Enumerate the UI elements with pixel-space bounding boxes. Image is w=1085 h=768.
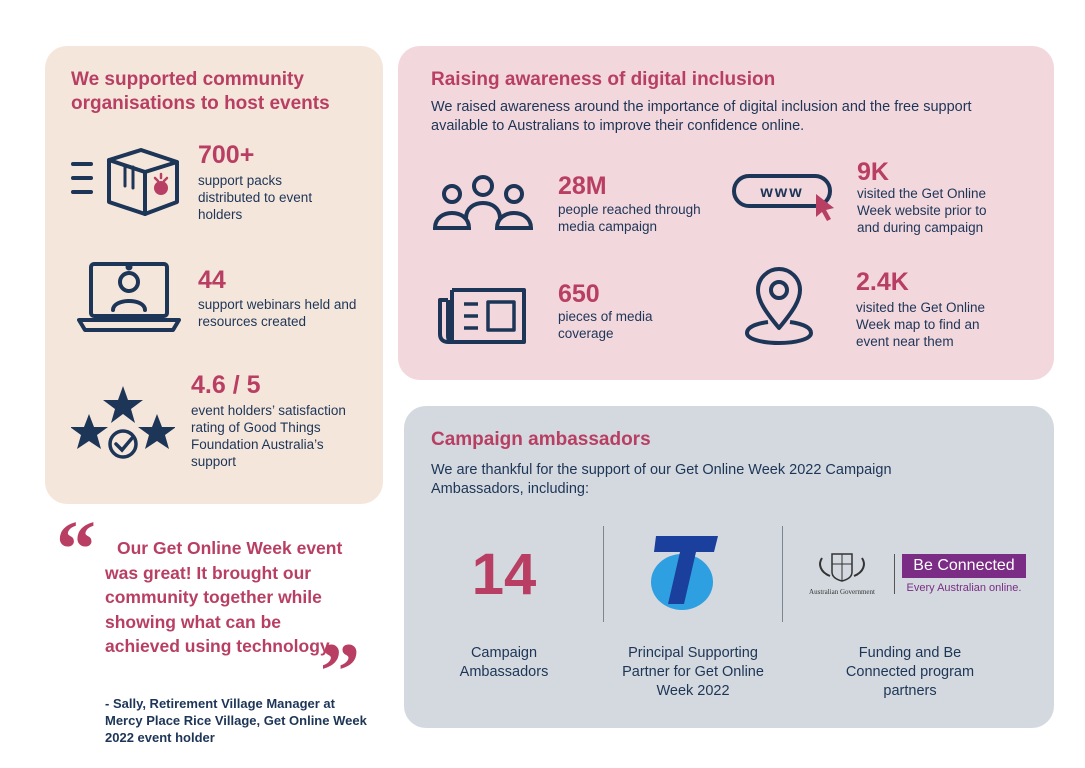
www-cursor-icon: www — [732, 174, 838, 222]
open-quote-icon: “ — [56, 506, 96, 594]
ambassador-count: 14 — [471, 542, 537, 607]
laptop-user-icon — [77, 260, 181, 334]
aware-stat-3-text: pieces of media coverage — [558, 309, 653, 341]
divider — [894, 554, 895, 594]
funding-label: Funding and Be Connected program partner… — [845, 645, 975, 699]
quote-text: Our Get Online Week event was great! It … — [105, 538, 343, 656]
gov-text: Australian Government — [809, 588, 875, 596]
events-stat-2-value: 44 — [198, 266, 226, 294]
events-stat-1-value: 700+ — [198, 141, 255, 169]
quote-attribution: - Sally, Retirement Village Manager at M… — [105, 696, 367, 745]
people-group-icon — [432, 174, 534, 232]
aware-stat-4-text: visited the Get Online Week map to find … — [856, 300, 986, 349]
stars-icon — [71, 384, 175, 462]
events-heading: We supported community organisations to … — [71, 69, 330, 114]
ambassadors-heading: Campaign ambassadors — [431, 429, 651, 450]
awareness-intro: We raised awareness around the importanc… — [431, 99, 972, 134]
ambassadors-panel: Campaign ambassadors We are thankful for… — [404, 406, 1054, 728]
aware-stat-2-value: 9K — [857, 158, 889, 186]
awareness-heading: Raising awareness of digital inclusion — [431, 69, 776, 90]
events-panel: We supported community organisations to … — [45, 46, 383, 504]
awareness-panel: Raising awareness of digital inclusion W… — [398, 46, 1054, 380]
divider — [782, 526, 783, 622]
aware-stat-3-value: 650 — [558, 280, 600, 308]
divider — [603, 526, 604, 622]
events-stat-3-value: 4.6 / 5 — [191, 371, 261, 399]
telstra-label: Principal Supporting Partner for Get Onl… — [622, 645, 764, 699]
www-text: www — [759, 184, 803, 201]
be-connected-tagline: Every Australian online. — [906, 582, 1022, 594]
events-stat-2-text: support webinars held and resources crea… — [198, 297, 357, 329]
telstra-logo — [648, 532, 722, 612]
ambassador-count-label: Campaign Ambassadors — [459, 645, 549, 680]
aware-stat-2-text: visited the Get Online Week website prio… — [857, 186, 987, 235]
aware-stat-1-value: 28M — [558, 172, 607, 200]
government-crest-logo: Australian Government — [800, 550, 884, 596]
box-icon — [71, 146, 181, 218]
aware-stat-1-text: people reached through media campaign — [558, 202, 701, 234]
newspaper-icon — [438, 286, 528, 346]
be-connected-title: Be Connected — [902, 554, 1026, 578]
ambassadors-intro: We are thankful for the support of our G… — [431, 462, 892, 497]
close-quote-icon: ” — [320, 628, 360, 716]
aware-stat-4-value: 2.4K — [856, 268, 909, 296]
events-stat-1-text: support packs distributed to event holde… — [198, 173, 313, 222]
map-pin-icon — [744, 266, 814, 346]
events-stat-3-text: event holders’ satisfaction rating of Go… — [191, 403, 346, 469]
